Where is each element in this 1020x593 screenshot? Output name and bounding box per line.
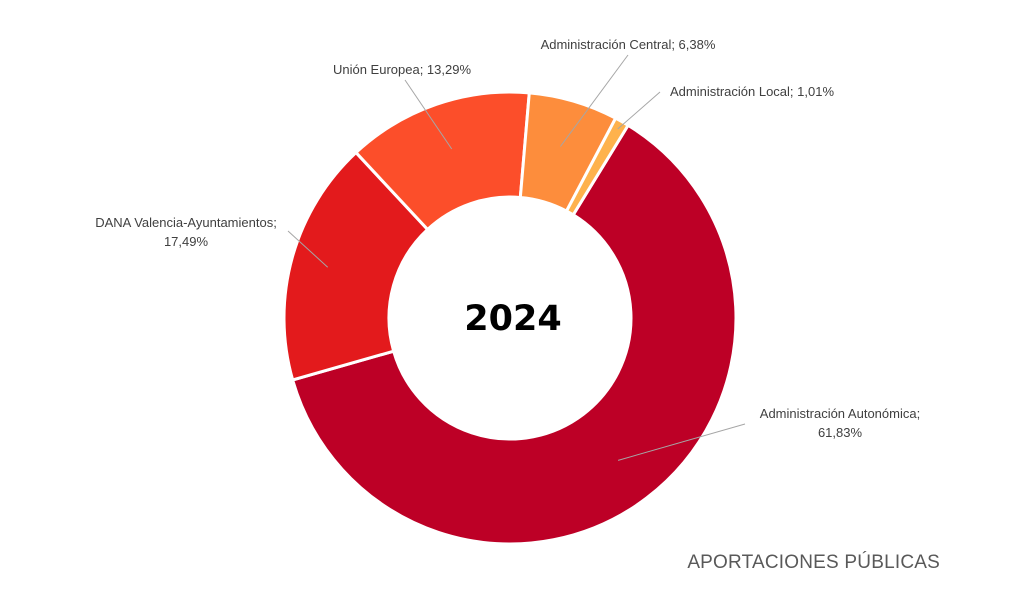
data-label-5: Administración Local; 1,01% xyxy=(670,84,834,99)
data-labels-layer: Administración Autonómica; 61,83% DANA Val… xyxy=(95,37,920,440)
data-label-name: Administración Autonómica; xyxy=(760,406,920,421)
center-year-label: 2024 xyxy=(464,299,561,339)
leader-line-3 xyxy=(404,79,453,150)
data-label-2: DANA Valencia-Ayuntamientos; 17,49% xyxy=(95,215,277,249)
data-label-4: Administración Central; 6,38% xyxy=(541,37,716,52)
leader-line-4 xyxy=(560,54,629,147)
data-label-3: Unión Europea; 13,29% xyxy=(333,62,471,77)
leader-lines-layer xyxy=(287,54,746,461)
slices-layer xyxy=(282,90,738,546)
data-label-name: DANA Valencia-Ayuntamientos; xyxy=(95,215,277,230)
leader-line-2 xyxy=(287,230,329,268)
chart-title: APORTACIONES PÚBLICAS xyxy=(687,552,940,573)
donut-slice-1 xyxy=(290,123,738,546)
donut-slice-2 xyxy=(282,150,430,382)
data-label-value: 61,83% xyxy=(818,425,863,440)
data-label-1: Administración Autonómica; 61,83% xyxy=(760,406,920,440)
donut-slice-5 xyxy=(564,116,631,217)
leader-line-1 xyxy=(617,423,746,461)
leader-line-5 xyxy=(617,91,661,130)
data-label-value: 17,49% xyxy=(164,234,209,249)
